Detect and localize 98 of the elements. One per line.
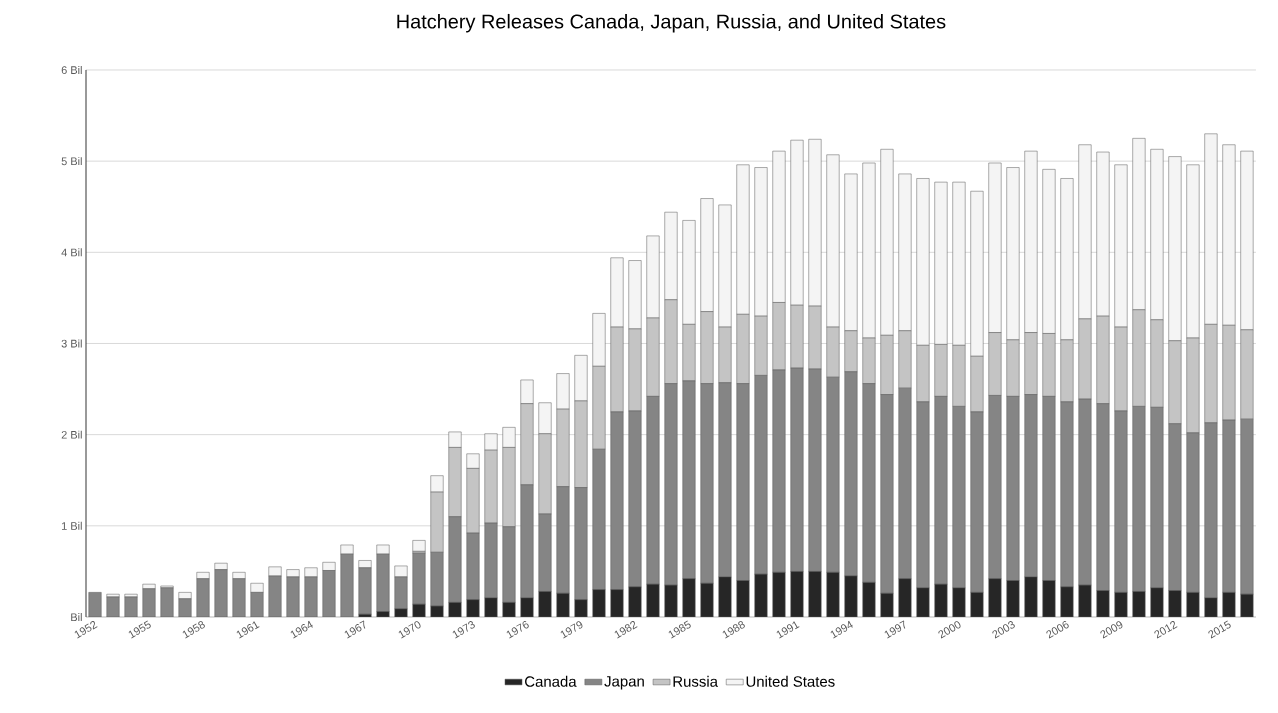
bar xyxy=(862,383,876,583)
bar xyxy=(196,578,210,617)
x-tick-label: 2000 xyxy=(938,621,961,639)
bar xyxy=(700,383,714,584)
bar xyxy=(484,522,498,599)
y-tick-label: 1 Bil xyxy=(62,521,82,530)
bar xyxy=(682,380,696,579)
x-tick-label: 1982 xyxy=(614,621,638,639)
bar xyxy=(1204,422,1218,599)
x-tick-label: 2006 xyxy=(1046,621,1069,639)
bar xyxy=(808,368,822,572)
bar xyxy=(1024,394,1038,578)
bar xyxy=(952,406,966,589)
bar xyxy=(376,553,390,612)
bar xyxy=(394,565,408,578)
bar xyxy=(1240,418,1254,595)
bar xyxy=(430,552,444,607)
x-tick-label: 1970 xyxy=(398,621,421,639)
bar xyxy=(502,526,516,603)
bar xyxy=(340,553,354,617)
bar xyxy=(268,566,282,577)
bar xyxy=(142,588,156,617)
bar xyxy=(88,592,102,617)
bar xyxy=(250,592,264,617)
bar xyxy=(1222,419,1236,593)
y-tick-label: 6 Bil xyxy=(61,65,82,75)
bar xyxy=(376,544,390,555)
x-tick-label: 1961 xyxy=(236,621,260,639)
bar xyxy=(520,484,534,599)
bar xyxy=(322,570,336,617)
bar xyxy=(412,552,426,605)
bar xyxy=(304,576,318,617)
bar xyxy=(232,578,246,617)
bar xyxy=(826,376,840,573)
y-tick-label: 3 Bil xyxy=(61,339,82,348)
legend-label: Canada xyxy=(525,675,577,687)
bar xyxy=(916,401,930,589)
bar xyxy=(1168,423,1182,591)
x-tick-label: 2009 xyxy=(1100,621,1123,639)
x-tick-label: 2012 xyxy=(1154,621,1178,639)
bar xyxy=(1060,401,1074,588)
bar xyxy=(844,371,858,577)
bar xyxy=(340,544,354,555)
bar xyxy=(970,411,984,593)
bar xyxy=(412,540,426,552)
legend-label: Japan xyxy=(604,676,644,690)
bar xyxy=(250,583,264,593)
bar xyxy=(1150,407,1164,589)
bar xyxy=(304,567,318,578)
x-tick-label: 1958 xyxy=(182,621,205,639)
bar xyxy=(790,367,804,572)
bar xyxy=(646,396,660,585)
y-tick-label: Bil xyxy=(71,613,82,621)
x-tick-label: 1991 xyxy=(776,621,800,639)
x-tick-label: 1976 xyxy=(506,621,529,639)
chart-title: Hatchery Releases Canada, Japan, Russia, and United States xyxy=(397,13,946,33)
bar xyxy=(1078,398,1092,586)
bar xyxy=(394,576,408,610)
bar xyxy=(772,369,786,573)
x-tick-label: 1964 xyxy=(290,620,313,639)
x-tick-label: 2003 xyxy=(992,621,1015,639)
bar xyxy=(1114,410,1128,593)
bar xyxy=(214,569,228,617)
legend-label: Russia xyxy=(673,675,718,687)
bar xyxy=(574,487,588,600)
bar xyxy=(754,375,768,575)
bar xyxy=(736,383,750,581)
bar xyxy=(898,387,912,579)
bar xyxy=(1006,396,1020,581)
legend-label: United States xyxy=(746,675,835,687)
y-tick-label: 2 Bil xyxy=(61,430,82,439)
bar xyxy=(610,411,624,590)
bar xyxy=(556,486,570,594)
bar xyxy=(664,383,678,586)
bar xyxy=(1186,432,1200,593)
bar xyxy=(466,532,480,600)
x-tick-label: 1973 xyxy=(452,621,475,639)
bar xyxy=(268,575,282,617)
bar xyxy=(988,395,1002,579)
bar xyxy=(592,448,606,590)
bar xyxy=(286,576,300,617)
x-tick-label: 1952 xyxy=(74,621,98,639)
bar xyxy=(628,410,642,588)
x-tick-label: 1988 xyxy=(722,621,745,639)
bar xyxy=(1132,406,1146,592)
x-tick-label: 1979 xyxy=(560,621,583,639)
bar xyxy=(1042,396,1056,581)
bar xyxy=(718,382,732,578)
bar xyxy=(880,394,894,594)
bar xyxy=(538,513,552,592)
y-tick-label: 5 Bil xyxy=(61,157,82,166)
y-tick-label: 4 Bil xyxy=(61,248,82,257)
bar xyxy=(934,396,948,585)
bar xyxy=(358,567,372,615)
bar xyxy=(448,516,462,603)
bar xyxy=(1096,403,1110,591)
x-tick-label: 1994 xyxy=(830,620,853,639)
bar xyxy=(160,587,174,617)
